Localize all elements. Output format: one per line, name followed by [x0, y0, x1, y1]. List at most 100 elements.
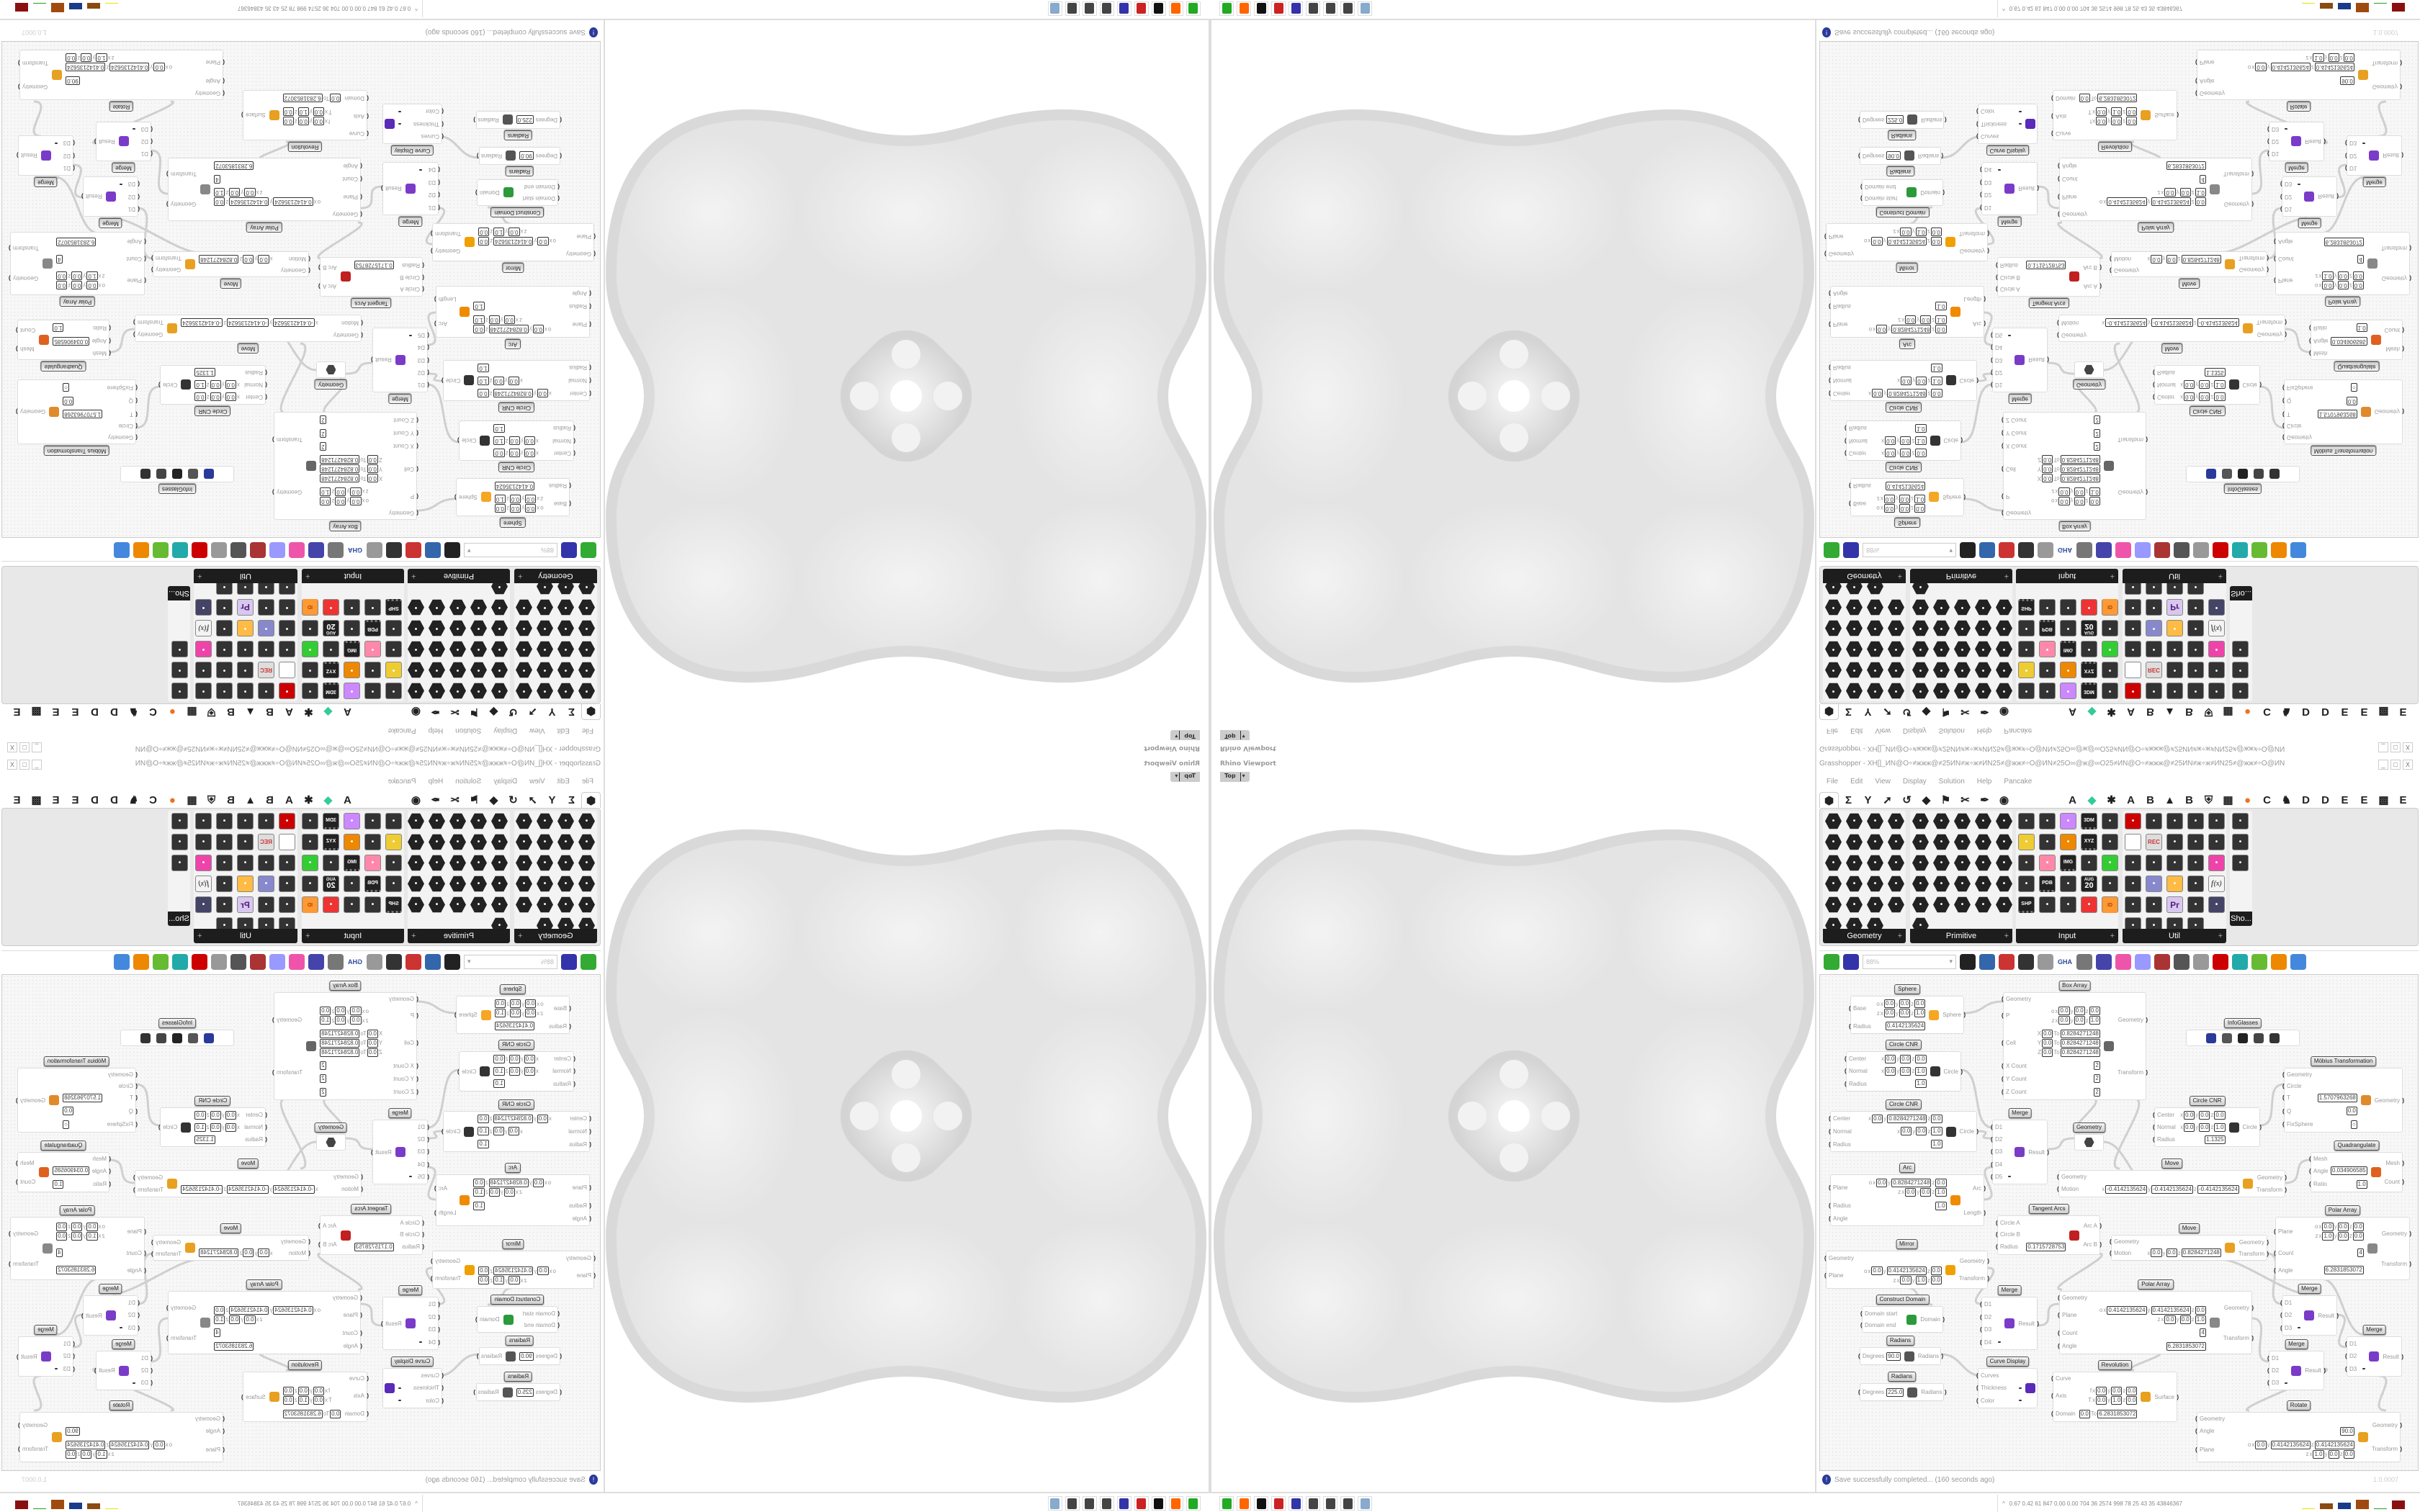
tab-orange-circle-icon[interactable]: ● — [2244, 706, 2251, 719]
range-end[interactable]: 0.8284271248 — [2060, 1029, 2100, 1038]
arc-icon[interactable]: • — [578, 896, 595, 913]
coordinate-value[interactable]: 0.4142135624 — [273, 1305, 313, 1315]
blue-sphere-icon[interactable] — [114, 953, 130, 970]
component-body[interactable]: D1D2D3D4D5 Result — [1992, 328, 2048, 392]
interval-icon[interactable]: • — [1912, 620, 1929, 636]
gradient-icon[interactable]: • — [2018, 641, 2035, 657]
search-icon[interactable]: • — [2166, 662, 2183, 678]
tab-y-sets-icon[interactable]: Y — [548, 793, 556, 806]
coordinate-value[interactable]: 0.0 — [335, 1007, 346, 1016]
shader-icon[interactable]: • — [1954, 620, 1971, 636]
coordinate-value[interactable]: -0.4142135624 — [181, 318, 223, 328]
input-d3[interactable]: D3 — [2272, 126, 2288, 132]
presentation-icon[interactable]: • — [171, 855, 188, 871]
checker-icon[interactable]: • — [2102, 855, 2118, 871]
generic-icon[interactable]: • — [1996, 834, 2012, 850]
coordinate-value[interactable]: 0.0 — [503, 315, 515, 325]
output-transform[interactable]: Transform — [1959, 230, 1985, 237]
output-result[interactable]: Result — [99, 138, 115, 145]
arrow-right-icon[interactable]: • — [237, 683, 254, 699]
coordinate-value[interactable]: 0.0 — [297, 1386, 309, 1395]
coordinate-value[interactable]: 0.0 — [494, 999, 506, 1008]
menu-file[interactable]: File — [581, 778, 593, 786]
input-value[interactable]: 4 — [56, 254, 63, 264]
output-geometry[interactable]: Geometry — [13, 276, 39, 282]
coordinate-value[interactable]: 0.8284271248 — [199, 254, 239, 264]
component-title[interactable]: Tangent Arcs — [351, 298, 392, 308]
tab-grid-icon[interactable]: ▦ — [2223, 706, 2233, 718]
seven-icon[interactable]: • — [216, 855, 233, 871]
curve-icon[interactable]: • — [1888, 855, 1904, 871]
component-title[interactable]: Merge — [2285, 1339, 2308, 1349]
panel-icon[interactable]: • — [258, 876, 274, 892]
component-body[interactable]: D1D2D3D4D5 Result — [1991, 1120, 2049, 1184]
stripes-icon[interactable]: • — [470, 662, 487, 678]
input-value[interactable]: 4 — [56, 1248, 63, 1258]
panel-icon[interactable]: • — [2146, 620, 2162, 636]
coordinate-value[interactable]: 0.0 — [210, 1122, 221, 1132]
flask-icon[interactable]: • — [2208, 641, 2225, 657]
bulb-icon[interactable] — [269, 542, 285, 559]
tab-e[interactable]: E — [52, 793, 60, 806]
graph-icon[interactable]: • — [385, 834, 402, 850]
pencil-icon[interactable]: • — [258, 641, 274, 657]
input-d1[interactable]: D1 — [2285, 206, 2300, 212]
coordinate-value[interactable]: 1.0 — [214, 1315, 225, 1324]
coordinate-value[interactable]: 0.0 — [508, 376, 519, 385]
input-value[interactable]: 1.0 — [473, 302, 485, 311]
component-body[interactable]: GeometryPlaneox0.0y0.4142135624z0.0zx0.0… — [1826, 223, 1988, 261]
arrow-right-icon[interactable]: • — [2166, 813, 2183, 829]
input-d3[interactable]: D3 — [2285, 181, 2301, 187]
output-geometry[interactable]: Geometry — [13, 1230, 39, 1237]
input-d2[interactable]: D2 — [1984, 192, 2001, 198]
coordinate-value[interactable]: 0.0 — [508, 1054, 520, 1063]
red-gem-icon[interactable] — [2213, 953, 2228, 970]
input-value[interactable]: 1.0 — [53, 1179, 64, 1189]
paint-icon[interactable]: • — [2060, 662, 2076, 678]
coordinate-value[interactable]: 0.0 — [1915, 1054, 1927, 1063]
output-transform[interactable]: Transform — [13, 246, 39, 252]
input-value[interactable] — [119, 183, 122, 185]
colour-wheel-icon[interactable]: • — [344, 683, 360, 699]
colour-wheel-icon[interactable]: • — [344, 813, 360, 829]
input-circle[interactable]: Circle — [2282, 1083, 2357, 1089]
component-body[interactable]: Centerx0.0y0.0z0.0Normalx0.0y0.0z1.0Radi… — [2153, 1107, 2262, 1147]
coordinate-value[interactable]: 0.0 — [1905, 315, 1917, 325]
coordinate-value[interactable]: 0.4142135624 — [493, 236, 534, 246]
input-value[interactable]: 0.034906585 — [2330, 1166, 2367, 1176]
infoglasses-tool-icon[interactable] — [2222, 469, 2232, 480]
coordinate-value[interactable]: 0.0 — [2337, 1231, 2349, 1241]
output-radians[interactable]: Radians — [478, 1389, 498, 1395]
component-title[interactable]: Circle CNR — [194, 1096, 231, 1106]
point-icon[interactable]: • — [578, 834, 595, 850]
orbit-icon[interactable]: • — [2102, 620, 2118, 636]
coordinate-value[interactable]: 0.4142135624 — [109, 63, 150, 72]
zoom-extents-icon[interactable] — [444, 542, 460, 559]
input-value[interactable] — [1998, 1341, 2002, 1344]
coordinate-value[interactable]: 0.0 — [1883, 504, 1895, 513]
coordinate-value[interactable]: 0.0 — [81, 53, 92, 63]
input-plane[interactable]: Planeox0.0y0.4142135624z0.4142135624zx1.… — [66, 53, 220, 72]
image-icon[interactable]: • — [429, 662, 445, 678]
orange-sphere-icon[interactable] — [2271, 542, 2287, 559]
coordinate-value[interactable]: 0.0 — [524, 436, 535, 446]
mesh-icon[interactable]: • — [1846, 599, 1863, 616]
tab-green-gem-icon[interactable]: ◆ — [2087, 706, 2097, 718]
arrow-right-icon[interactable]: • — [237, 813, 254, 829]
preview-eye-icon[interactable] — [1979, 953, 1995, 970]
coordinate-value[interactable]: -0.4142135624 — [2105, 1184, 2148, 1194]
coordinate-value[interactable]: 0.0 — [2074, 1016, 2085, 1025]
input-color[interactable]: Color — [1981, 108, 2022, 114]
coordinate-value[interactable]: 0.0 — [1900, 449, 1912, 458]
gh-canvas[interactable]: SphereBaseox0.0y0.0z0.0zx0.0y0.0z1.0Radi… — [1, 974, 601, 1471]
menu-view[interactable]: View — [1875, 778, 1891, 786]
wire[interactable] — [345, 361, 373, 375]
